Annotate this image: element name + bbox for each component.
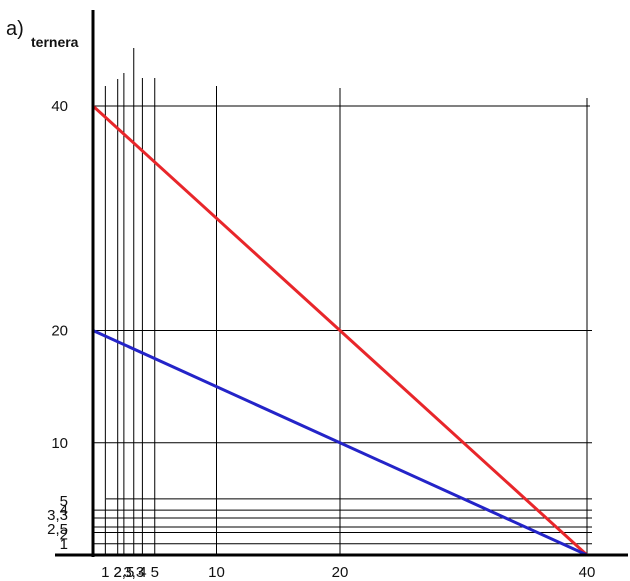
y-tick-label: 5 <box>60 493 68 510</box>
x-tick-label: 20 <box>332 564 349 581</box>
y-tick-label: 10 <box>51 435 68 452</box>
x-tick-label: 10 <box>208 564 225 581</box>
y-tick-label: 3,3 <box>47 507 68 524</box>
y-tick-label: 20 <box>51 323 68 340</box>
axes <box>55 10 628 557</box>
y-tick-label: 1 <box>60 536 68 553</box>
series-lines <box>91 104 589 557</box>
series-line-2 <box>92 329 588 557</box>
y-tick-label: 4 <box>60 502 68 519</box>
series-line-1 <box>91 104 589 557</box>
x-tick-label: 1 <box>101 564 109 581</box>
y-tick-label: 2 <box>60 527 68 544</box>
y-tick-label: 40 <box>51 98 68 115</box>
x-tick-label: 2 <box>114 564 122 581</box>
x-tick-label: 4 <box>138 564 146 581</box>
y-axis-label: ternera <box>31 34 79 50</box>
corner-label: a) <box>6 18 24 40</box>
grid-lines <box>93 48 592 555</box>
x-tick-label: 40 <box>579 564 596 581</box>
x-tick-label: 3,3 <box>123 564 144 581</box>
y-tick-label: 2,5 <box>47 521 68 538</box>
x-tick-label: 2,5 <box>113 564 134 581</box>
x-tick-label: 5 <box>151 564 159 581</box>
